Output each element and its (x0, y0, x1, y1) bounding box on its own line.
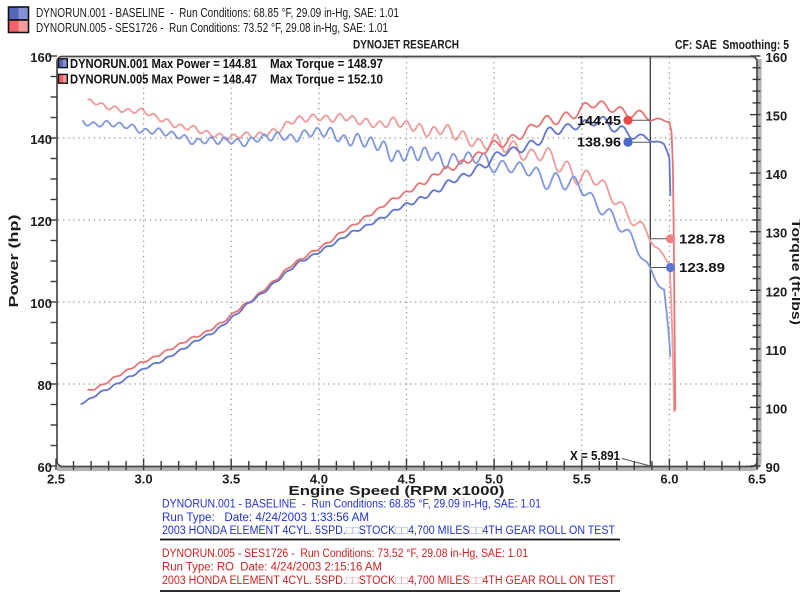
svg-text:160: 160 (766, 50, 788, 65)
svg-text:120: 120 (766, 284, 788, 299)
svg-text:Max Torque = 152.10: Max Torque = 152.10 (270, 73, 383, 87)
svg-text:Max Torque = 148.97: Max Torque = 148.97 (270, 57, 383, 71)
svg-text:90: 90 (766, 460, 780, 475)
svg-text:5.0: 5.0 (485, 472, 503, 487)
svg-text:2003 HONDA ELEMENT 4CYL. 5SPD.: 2003 HONDA ELEMENT 4CYL. 5SPD.□□STOCK□□4… (162, 525, 615, 537)
svg-text:DYNORUN.005 - SES1726 - Run C: DYNORUN.005 - SES1726 - Run Conditions: … (162, 548, 528, 560)
svg-text:Torque (ft-lbs): Torque (ft-lbs) (789, 219, 800, 325)
svg-text:DYNORUN.005 - SES1726 - Run C: DYNORUN.005 - SES1726 - Run Conditions: … (36, 21, 388, 35)
svg-text:X = 5.891: X = 5.891 (570, 448, 620, 463)
svg-text:3.0: 3.0 (135, 472, 153, 487)
svg-text:100: 100 (766, 401, 788, 416)
svg-text:Engine Speed (RPM x1000): Engine Speed (RPM x1000) (289, 483, 505, 498)
svg-text:123.89: 123.89 (679, 260, 725, 275)
svg-text:160: 160 (30, 50, 52, 65)
svg-text:138.96: 138.96 (577, 135, 621, 150)
svg-text:6.0: 6.0 (660, 472, 678, 487)
svg-text:130: 130 (766, 226, 788, 241)
svg-text:150: 150 (766, 109, 788, 124)
svg-text:110: 110 (766, 343, 787, 358)
svg-text:DYNORUN.001 - BASELINE - Run: DYNORUN.001 - BASELINE - Run Conditions:… (36, 6, 399, 20)
svg-text:128.78: 128.78 (679, 231, 725, 246)
svg-text:3.5: 3.5 (222, 472, 240, 487)
svg-text:4.5: 4.5 (397, 472, 415, 487)
svg-text:60: 60 (38, 460, 52, 475)
svg-text:140: 140 (766, 167, 788, 182)
svg-text:100: 100 (30, 296, 52, 311)
svg-text:DYNORUN.001 Max Power = 144.81: DYNORUN.001 Max Power = 144.81 (70, 57, 257, 71)
svg-text:DYNORUN.001 - BASELINE - Run: DYNORUN.001 - BASELINE - Run Conditions:… (162, 499, 541, 511)
svg-text:DYNOJET RESEARCH: DYNOJET RESEARCH (353, 40, 459, 52)
svg-text:2.5: 2.5 (47, 472, 65, 487)
svg-text:5.5: 5.5 (573, 472, 591, 487)
svg-text:6.5: 6.5 (748, 472, 766, 487)
svg-text:Run Type: RO Date: 4/24/2003: Run Type: RO Date: 4/24/2003 2:15:16 AM (162, 562, 382, 574)
svg-text:2003 HONDA ELEMENT 4CYL. 5SPD.: 2003 HONDA ELEMENT 4CYL. 5SPD.□□STOCK□□4… (162, 575, 615, 587)
svg-text:144.45: 144.45 (577, 113, 621, 128)
svg-text:DYNORUN.005 Max Power = 148.47: DYNORUN.005 Max Power = 148.47 (70, 73, 257, 87)
svg-text:140: 140 (30, 132, 52, 147)
svg-text:Power (hp): Power (hp) (6, 215, 21, 308)
svg-text:CF: SAE Smoothing: 5: CF: SAE Smoothing: 5 (675, 38, 789, 52)
svg-text:4.0: 4.0 (310, 472, 328, 487)
svg-text:120: 120 (30, 214, 52, 229)
svg-text:Run Type: Date: 4/24/2003 1:: Run Type: Date: 4/24/2003 1:33:56 AM (162, 512, 369, 524)
svg-text:80: 80 (38, 378, 52, 393)
